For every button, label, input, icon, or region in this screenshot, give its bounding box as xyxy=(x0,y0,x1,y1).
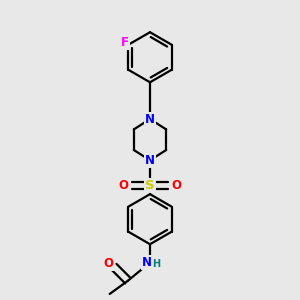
Text: F: F xyxy=(121,36,129,49)
Text: O: O xyxy=(172,179,182,192)
Text: N: N xyxy=(142,256,152,269)
Text: N: N xyxy=(145,154,155,167)
Text: S: S xyxy=(145,179,155,192)
Text: O: O xyxy=(118,179,128,192)
Text: H: H xyxy=(152,259,160,269)
Text: O: O xyxy=(103,257,113,270)
Text: N: N xyxy=(145,112,155,126)
